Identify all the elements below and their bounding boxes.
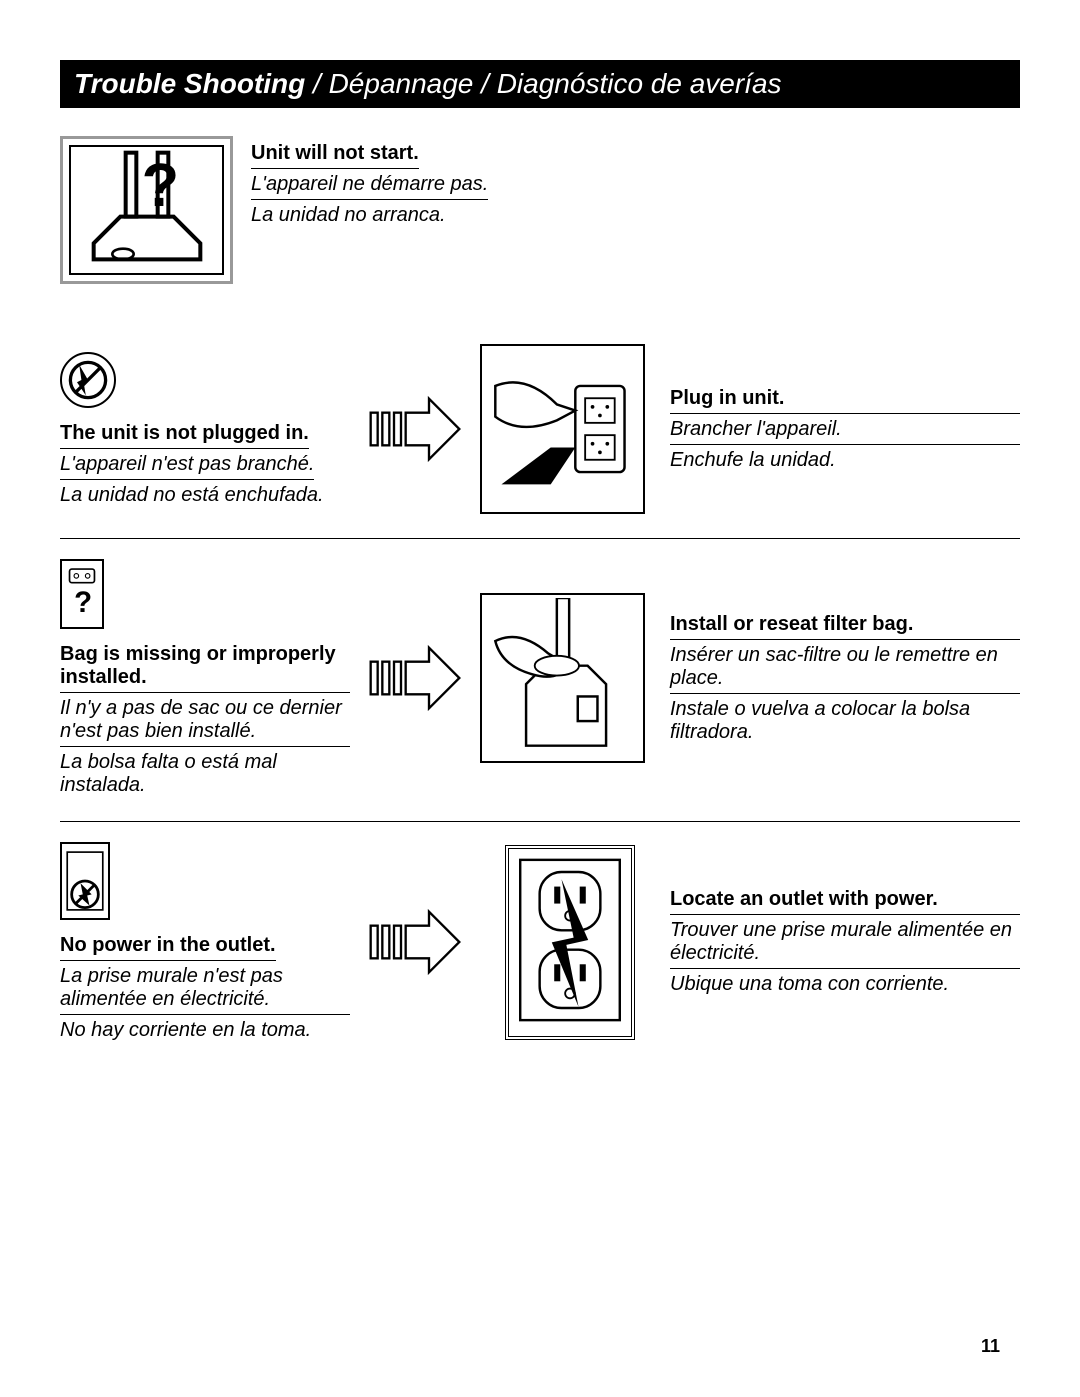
problem3-en: No power in the outlet. [60, 934, 276, 961]
header-text: Unit will not start. L'appareil ne démar… [251, 136, 488, 227]
problem-col-1: The unit is not plugged in. L'appareil n… [60, 352, 350, 507]
header-en: Unit will not start. [251, 142, 419, 169]
problem-text-1: The unit is not plugged in. L'appareil n… [60, 422, 350, 507]
problem-col-2: ? Bag is missing or improperly installed… [60, 559, 350, 797]
no-plug-icon [60, 352, 116, 408]
problem2-fr: Il n'y a pas de sac ou ce dernier n'est … [60, 697, 350, 747]
solution-text-2: Install or reseat filter bag. Insérer un… [670, 613, 1020, 744]
header-es: La unidad no arranca. [251, 204, 488, 227]
solution3-fr: Trouver une prise murale alimentée en él… [670, 919, 1020, 969]
problem-text-2: Bag is missing or improperly installed. … [60, 643, 350, 797]
header-fr: L'appareil ne démarre pas. [251, 173, 488, 200]
trouble-row-3: No power in the outlet. La prise murale … [60, 822, 1020, 1066]
solution-text-3: Locate an outlet with power. Trouver une… [670, 888, 1020, 996]
solution2-fr: Insérer un sac-filtre ou le remettre en … [670, 644, 1020, 694]
title-bold: Trouble Shooting [74, 68, 305, 99]
solution1-en: Plug in unit. [670, 387, 1020, 414]
svg-text:?: ? [141, 150, 178, 219]
problem-col-3: No power in the outlet. La prise murale … [60, 842, 350, 1042]
page-number: 11 [981, 1336, 1000, 1357]
solution2-es: Instale o vuelva a colocar la bolsa filt… [670, 698, 1020, 744]
problem2-en: Bag is missing or improperly installed. [60, 643, 350, 693]
problem-text-3: No power in the outlet. La prise murale … [60, 934, 350, 1042]
svg-text:?: ? [74, 586, 92, 619]
outlet-power-illustration [480, 845, 660, 1040]
plug-in-illustration [480, 344, 645, 514]
solution3-en: Locate an outlet with power. [670, 888, 1020, 915]
problem1-es: La unidad no está enchufada. [60, 484, 350, 507]
problem1-en: The unit is not plugged in. [60, 422, 309, 449]
arrow-3 [360, 907, 470, 977]
trouble-row-1: The unit is not plugged in. L'appareil n… [60, 324, 1020, 539]
bag-question-icon: ? [60, 559, 104, 629]
solution1-es: Enchufe la unidad. [670, 449, 1020, 472]
problem3-fr: La prise murale n'est pas alimentée en é… [60, 965, 350, 1015]
problem2-es: La bolsa falta o está mal instalada. [60, 751, 350, 797]
header-row: ? Unit will not start. L'appareil ne dém… [60, 136, 1020, 284]
problem3-es: No hay corriente en la toma. [60, 1019, 350, 1042]
solution-text-1: Plug in unit. Brancher l'appareil. Enchu… [670, 387, 1020, 472]
solution2-en: Install or reseat filter bag. [670, 613, 1020, 640]
vacuum-question-icon: ? [69, 145, 224, 275]
no-power-outlet-icon [60, 842, 110, 920]
page-container: Trouble Shooting / Dépannage / Diagnósti… [0, 0, 1080, 1106]
title-italic: / Dépannage / Diagnóstico de averías [305, 68, 781, 99]
arrow-1 [360, 394, 470, 464]
install-bag-illustration [480, 593, 645, 763]
trouble-row-2: ? Bag is missing or improperly installed… [60, 539, 1020, 822]
title-bar: Trouble Shooting / Dépannage / Diagnósti… [60, 60, 1020, 108]
problem1-fr: L'appareil n'est pas branché. [60, 453, 314, 480]
arrow-2 [360, 643, 470, 713]
solution1-fr: Brancher l'appareil. [670, 418, 1020, 445]
solution3-es: Ubique una toma con corriente. [670, 973, 1020, 996]
header-illustration-frame: ? [60, 136, 233, 284]
